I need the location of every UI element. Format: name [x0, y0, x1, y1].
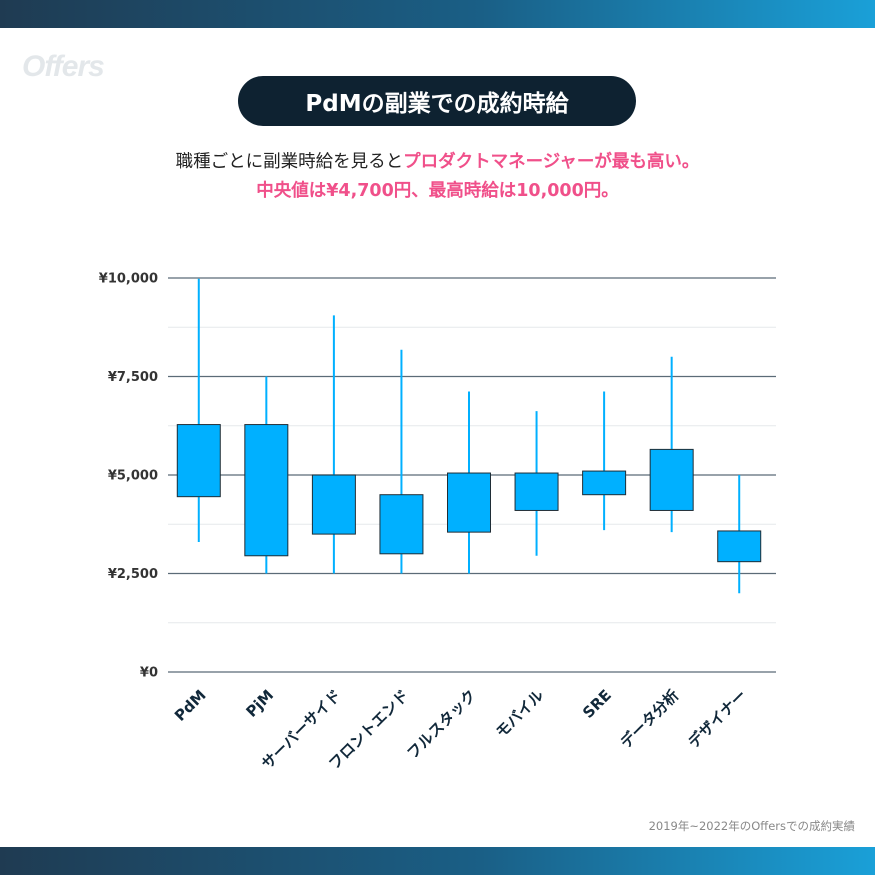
- box: [379, 494, 424, 555]
- box: [447, 472, 491, 533]
- box: [649, 448, 694, 511]
- box: [717, 530, 762, 563]
- x-tick-label: モバイル: [492, 686, 547, 741]
- subtitle-highlight: プロダクトマネージャーが最も高い。: [403, 152, 700, 172]
- x-tick-label: フルスタック: [403, 686, 479, 762]
- y-tick-label: ¥7,500: [108, 370, 158, 385]
- offers-logo: Offers: [22, 50, 105, 83]
- page-title: PdMの副業での成約時給: [238, 76, 636, 126]
- y-tick-label: ¥0: [140, 666, 158, 681]
- subtitle-line-2: 中央値は¥4,700円、最高時給は10,000円。: [256, 181, 619, 201]
- box: [176, 424, 221, 498]
- y-tick-label: ¥2,500: [108, 567, 158, 582]
- x-tick-label: PjM: [242, 686, 277, 721]
- box: [311, 474, 356, 535]
- box: [582, 470, 627, 496]
- y-tick-label: ¥5,000: [108, 469, 158, 484]
- subtitle-line-1: 職種ごとに副業時給を見るとプロダクトマネージャーが最も高い。: [0, 148, 875, 173]
- box: [244, 424, 289, 557]
- x-tick-label: データ分析: [617, 686, 683, 752]
- y-tick-label: ¥10,000: [99, 272, 158, 287]
- x-tick-label: PdM: [171, 686, 210, 725]
- x-tick-label: SRE: [579, 686, 615, 722]
- footnote: 2019年~2022年のOffersでの成約実績: [648, 819, 855, 833]
- subtitle-plain: 職種ごとに副業時給を見ると: [175, 152, 404, 172]
- top-band: [0, 0, 875, 28]
- x-tick-label: デザイナー: [684, 686, 750, 752]
- box: [514, 472, 559, 511]
- bottom-band: [0, 847, 875, 875]
